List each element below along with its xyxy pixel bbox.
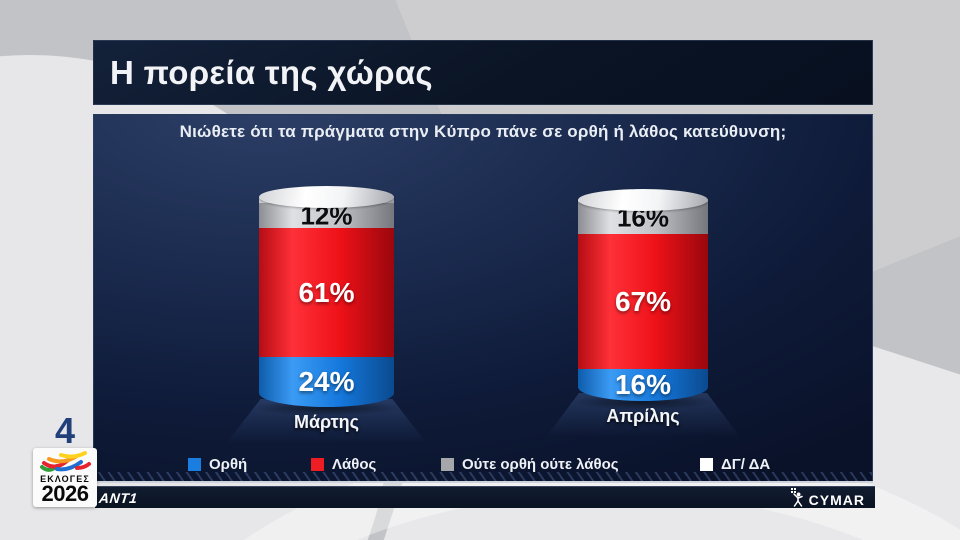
bar-segment-orthi (578, 368, 708, 401)
legend-label: Ορθή (209, 456, 248, 473)
legend-item-orthi: Ορθή (188, 456, 247, 473)
legend-label: Λάθος (332, 456, 377, 473)
elections-logo-year: 2026 (41, 481, 89, 506)
cylinder-march: 12% 61% 24% (259, 197, 394, 407)
cymar-person-icon (790, 488, 803, 507)
legend-item-lathos: Λάθος (311, 456, 376, 473)
title-bar: Η πορεία της χώρας (93, 40, 873, 105)
chart-legend: Ορθή Λάθος Ούτε ορθή ούτε λάθος ΔΓ/ ΔΑ (94, 456, 872, 476)
bar-category-label: Μάρτης (293, 412, 360, 432)
legend-label: ΔΓ/ ΔΑ (721, 456, 771, 473)
bar-march: 12% 61% 24% Μάρτης (227, 186, 426, 443)
bar-value-label: 67% (614, 285, 672, 317)
elections-ribbon-icon (40, 451, 91, 472)
bar-value-label: 61% (298, 276, 355, 308)
cylinder-april: 16% 67% 16% (578, 200, 708, 401)
bar-april: 16% 67% 16% Απρίλης (546, 189, 740, 437)
page-title: Η πορεία της χώρας (110, 54, 433, 91)
panel-bottom-hatch (94, 472, 872, 481)
cymar-label: CYMAR (808, 492, 865, 508)
elections-2026-logo: ΕΚΛΟΓΕΣ 2026 (33, 448, 97, 507)
footer-strip: ANT1 CYMAR (95, 486, 875, 508)
ant1-logo: ANT1 (98, 489, 139, 506)
elections-logo-word: ΕΚΛΟΓΕΣ (40, 474, 90, 484)
bar-category-label: Απρίλης (606, 406, 680, 426)
legend-item-dgda: ΔΓ/ ΔΑ (700, 456, 770, 473)
page-number: 4 (55, 410, 76, 451)
bar-segment-lathos (578, 234, 708, 369)
cylinder-cap (578, 189, 708, 211)
chart-panel: Νιώθετε ότι τα πράγματα στην Κύπρο πάνε … (93, 114, 873, 483)
legend-swatch-neither (441, 458, 454, 471)
legend-label: Ούτε ορθή ούτε λάθος (462, 456, 619, 473)
legend-swatch-orthi (188, 458, 201, 471)
legend-swatch-dgda (700, 458, 713, 471)
legend-item-neither: Ούτε ορθή ούτε λάθος (441, 456, 619, 473)
bar-segment-lathos (259, 228, 394, 357)
bar-value-label: 24% (298, 365, 355, 397)
bar-value-label: 16% (614, 368, 672, 400)
cymar-logo: CYMAR (790, 488, 865, 507)
cylinder-cap (259, 186, 394, 208)
survey-question: Νιώθετε ότι τα πράγματα στην Κύπρο πάνε … (179, 122, 787, 141)
legend-swatch-lathos (311, 458, 324, 471)
bar-segment-orthi (259, 356, 394, 407)
